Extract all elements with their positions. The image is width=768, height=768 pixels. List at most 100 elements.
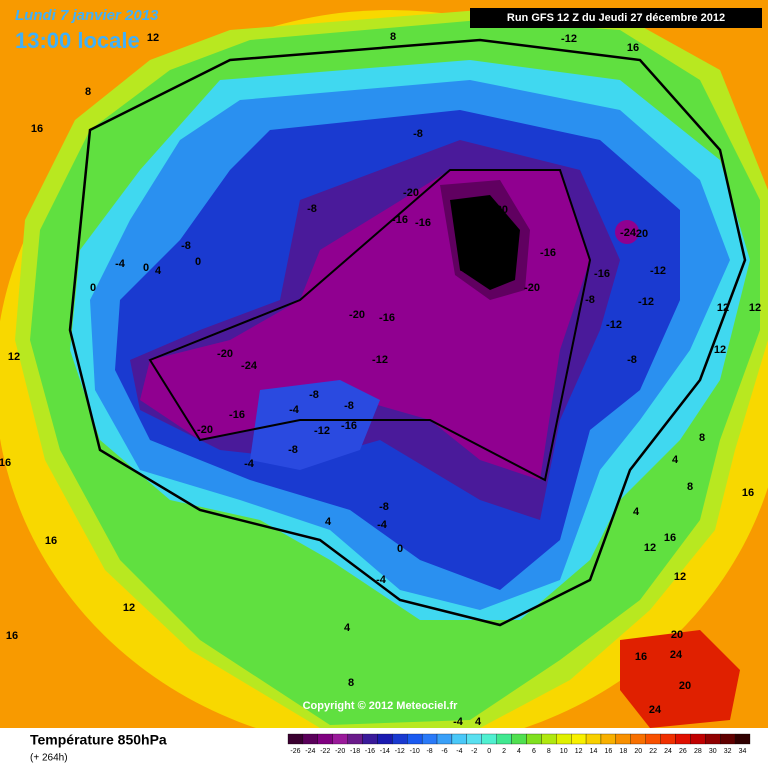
colorbar-tick-label: 20 bbox=[634, 748, 642, 755]
contour-label: 12 bbox=[714, 344, 726, 356]
contour-label: 12 bbox=[123, 602, 135, 614]
colorbar-swatch bbox=[585, 733, 602, 745]
contour-label: 16 bbox=[627, 42, 639, 54]
contour-label: 16 bbox=[0, 457, 11, 469]
contour-label: 8 bbox=[348, 677, 354, 689]
contour-label: 16 bbox=[31, 123, 43, 135]
contour-label: -4 bbox=[289, 404, 300, 416]
contour-label: 24 bbox=[670, 649, 683, 661]
contour-label: 0 bbox=[90, 282, 96, 294]
contour-label: -8 bbox=[309, 389, 319, 401]
colorbar-tick-label: 6 bbox=[532, 748, 536, 755]
contour-label: 16 bbox=[635, 651, 647, 663]
contour-label: -8 bbox=[585, 294, 595, 306]
colorbar-tick-label: 12 bbox=[575, 748, 583, 755]
contour-label: -20 bbox=[197, 424, 213, 436]
contour-label: 4 bbox=[672, 454, 679, 466]
contour-label: 0 bbox=[397, 543, 403, 555]
colorbar-swatch bbox=[332, 733, 348, 745]
colorbar-swatch bbox=[451, 733, 467, 745]
contour-label: -8 bbox=[307, 203, 317, 215]
colorbar-tick-label: 4 bbox=[517, 748, 521, 755]
colorbar-swatch bbox=[511, 733, 527, 745]
colorbar-tick-label: 18 bbox=[619, 748, 627, 755]
contour-label: 8 bbox=[390, 31, 396, 43]
contour-label: -16 bbox=[540, 247, 556, 259]
contour-label: -12 bbox=[638, 296, 654, 308]
colorbar-swatch bbox=[436, 733, 453, 745]
contour-label: 4 bbox=[344, 622, 351, 634]
contour-label: -12 bbox=[650, 265, 666, 277]
colorbar-swatch bbox=[302, 733, 318, 745]
contour-label: -12 bbox=[314, 425, 330, 437]
contour-label: -12 bbox=[372, 354, 388, 366]
colorbar-tick-label: -24 bbox=[305, 748, 315, 755]
contour-label: -4 bbox=[377, 519, 388, 531]
contour-label: -4 bbox=[376, 574, 387, 586]
contour-label: -4 bbox=[453, 716, 464, 728]
colorbar-tick-label: 24 bbox=[664, 748, 672, 755]
copyright: Copyright © 2012 Meteociel.fr bbox=[303, 700, 459, 712]
region bbox=[450, 195, 520, 290]
colorbar-tick-label: -18 bbox=[350, 748, 360, 755]
contour-label: -16 bbox=[392, 214, 408, 226]
colorbar-tick-label: 8 bbox=[547, 748, 551, 755]
contour-label: 4 bbox=[325, 516, 332, 528]
colorbar-swatch bbox=[660, 733, 676, 745]
colorbar-swatch bbox=[690, 733, 706, 745]
contour-label: 12 bbox=[717, 302, 729, 314]
contour-label: -20 bbox=[524, 282, 540, 294]
contour-line bbox=[68, 38, 747, 627]
contour-label: -20 bbox=[492, 204, 508, 216]
colorbar-swatch bbox=[496, 733, 512, 745]
colorbar-tick-label: 30 bbox=[709, 748, 717, 755]
colorbar-tick-label: 0 bbox=[487, 748, 491, 755]
colorbar-tick-label: -10 bbox=[410, 748, 420, 755]
contour-label: -8 bbox=[344, 400, 354, 412]
contour-label: 4 bbox=[475, 716, 482, 728]
colorbar-swatch bbox=[377, 733, 393, 745]
contour-label: 12 bbox=[147, 32, 159, 44]
colorbar-tick-label: 26 bbox=[679, 748, 687, 755]
colorbar-tick-label: 28 bbox=[694, 748, 702, 755]
contour-label: -8 bbox=[288, 444, 298, 456]
colorbar-tick-label: -22 bbox=[320, 748, 330, 755]
colorbar-tick-label: 14 bbox=[590, 748, 598, 755]
contour-label: -28 bbox=[486, 224, 502, 236]
colorbar-tick-label: -20 bbox=[335, 748, 345, 755]
map bbox=[0, 0, 768, 750]
contour-label: -16 bbox=[229, 409, 245, 421]
contour-label: 20 bbox=[636, 228, 648, 240]
contour-label: -4 bbox=[115, 258, 126, 270]
contour-label: 4 bbox=[633, 506, 640, 518]
date: Lundi 7 janvier 2013 bbox=[15, 7, 159, 24]
contour-label: -16 bbox=[379, 312, 395, 324]
contour-label: 16 bbox=[45, 535, 57, 547]
contour-label: 12 bbox=[749, 302, 761, 314]
colorbar-swatch bbox=[421, 733, 438, 745]
colorbar-swatch bbox=[407, 733, 423, 745]
contour-label: -24 bbox=[620, 227, 637, 239]
contour-line bbox=[148, 169, 592, 482]
colorbar-swatch bbox=[362, 733, 378, 745]
contour-label: 12 bbox=[644, 542, 656, 554]
contour-label: -12 bbox=[606, 319, 622, 331]
time: 13:00 locale bbox=[15, 28, 140, 53]
contour-label: -24 bbox=[460, 264, 477, 276]
contour-label: 16 bbox=[742, 487, 754, 499]
colorbar-tick-label: 16 bbox=[605, 748, 613, 755]
colorbar-swatch bbox=[347, 733, 363, 745]
colorbar-tick-label: -26 bbox=[290, 748, 300, 755]
region bbox=[620, 630, 740, 728]
region bbox=[250, 380, 380, 470]
colorbar-swatch bbox=[526, 733, 542, 745]
contour-label: -8 bbox=[181, 240, 191, 252]
contour-label: 24 bbox=[649, 704, 662, 716]
contour-label: -4 bbox=[244, 458, 255, 470]
colorbar-swatch bbox=[630, 733, 646, 745]
contour-label: 16 bbox=[6, 630, 18, 642]
lead-time: (+ 264h) bbox=[30, 753, 68, 764]
colorbar-swatch bbox=[615, 733, 631, 745]
colorbar-swatch bbox=[675, 733, 691, 745]
